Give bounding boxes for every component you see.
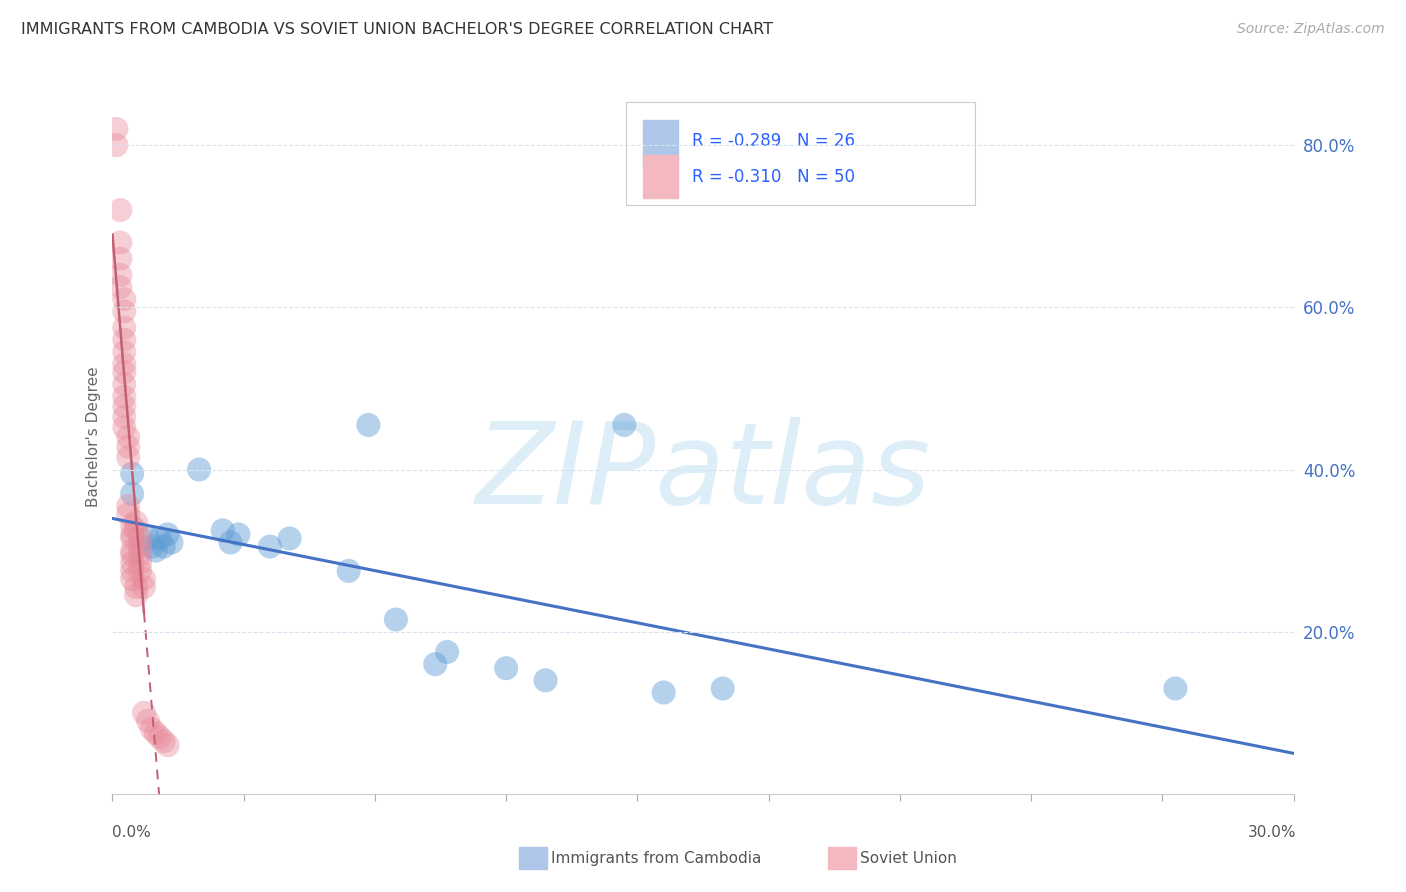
Point — [121, 564, 143, 578]
Point — [112, 377, 135, 392]
Point — [117, 440, 139, 454]
Text: R = -0.289   N = 26: R = -0.289 N = 26 — [692, 132, 855, 150]
Point — [357, 417, 380, 432]
Point — [228, 527, 250, 541]
Point — [534, 673, 557, 688]
Point — [132, 706, 155, 720]
Point — [278, 532, 301, 546]
Point — [110, 202, 132, 217]
Point — [436, 645, 458, 659]
Point — [129, 556, 152, 570]
Point — [121, 572, 143, 586]
Point — [121, 519, 143, 533]
Point — [337, 564, 360, 578]
FancyBboxPatch shape — [643, 120, 678, 162]
Point — [112, 345, 135, 359]
Point — [136, 532, 159, 546]
Point — [121, 532, 143, 546]
Point — [112, 333, 135, 347]
Point — [136, 714, 159, 728]
Point — [211, 524, 233, 538]
Point — [125, 515, 148, 529]
Point — [711, 681, 734, 696]
FancyBboxPatch shape — [626, 102, 974, 205]
Point — [117, 450, 139, 465]
Point — [112, 320, 135, 334]
Point — [152, 734, 174, 748]
Point — [121, 556, 143, 570]
Point — [156, 738, 179, 752]
Point — [110, 268, 132, 282]
Point — [117, 499, 139, 513]
Point — [129, 548, 152, 562]
Point — [112, 292, 135, 306]
Point — [145, 726, 167, 740]
Point — [152, 540, 174, 554]
Point — [156, 527, 179, 541]
Point — [385, 613, 408, 627]
Point — [112, 409, 135, 424]
Point — [125, 580, 148, 594]
Point — [112, 365, 135, 379]
Text: 30.0%: 30.0% — [1249, 825, 1296, 840]
Point — [121, 543, 143, 558]
Point — [149, 730, 172, 744]
Point — [125, 588, 148, 602]
Point — [132, 572, 155, 586]
Text: R = -0.310   N = 50: R = -0.310 N = 50 — [692, 168, 855, 186]
Text: Soviet Union: Soviet Union — [860, 851, 957, 865]
Point — [495, 661, 517, 675]
Point — [125, 524, 148, 538]
Point — [121, 548, 143, 562]
Text: 0.0%: 0.0% — [112, 825, 152, 840]
FancyBboxPatch shape — [643, 155, 678, 198]
Point — [117, 430, 139, 444]
Point — [105, 122, 128, 136]
Point — [117, 507, 139, 521]
Point — [121, 467, 143, 481]
Point — [112, 304, 135, 318]
Point — [188, 462, 211, 476]
Point — [132, 580, 155, 594]
Point — [145, 543, 167, 558]
Point — [110, 252, 132, 266]
Point — [160, 535, 183, 549]
Point — [425, 657, 447, 672]
Y-axis label: Bachelor's Degree: Bachelor's Degree — [86, 367, 101, 508]
Point — [112, 420, 135, 434]
Point — [121, 527, 143, 541]
Point — [259, 540, 281, 554]
Text: Immigrants from Cambodia: Immigrants from Cambodia — [551, 851, 762, 865]
Point — [112, 357, 135, 371]
Point — [149, 532, 172, 546]
Point — [105, 138, 128, 153]
Point — [129, 540, 152, 554]
Text: Source: ZipAtlas.com: Source: ZipAtlas.com — [1237, 22, 1385, 37]
Point — [110, 280, 132, 294]
Point — [112, 390, 135, 404]
Text: ZIPatlas: ZIPatlas — [475, 417, 931, 528]
Point — [141, 722, 163, 736]
Point — [141, 540, 163, 554]
Point — [129, 532, 152, 546]
Point — [121, 487, 143, 501]
Point — [112, 399, 135, 413]
Point — [1164, 681, 1187, 696]
Point — [652, 685, 675, 699]
Text: IMMIGRANTS FROM CAMBODIA VS SOVIET UNION BACHELOR'S DEGREE CORRELATION CHART: IMMIGRANTS FROM CAMBODIA VS SOVIET UNION… — [21, 22, 773, 37]
Point — [613, 417, 636, 432]
Point — [129, 564, 152, 578]
Point — [219, 535, 242, 549]
Point — [110, 235, 132, 250]
